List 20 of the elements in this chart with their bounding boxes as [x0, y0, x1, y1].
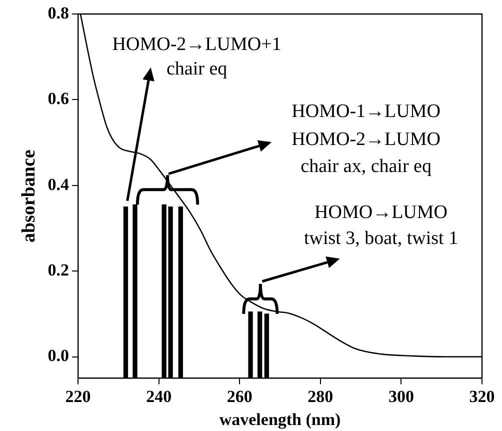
annotation: chair ax, chair eq	[300, 156, 432, 177]
y-tick-label: 0.2	[48, 260, 70, 280]
annotation: HOMO-2→LUMO+1	[112, 34, 282, 55]
annotation: HOMO→LUMO	[314, 202, 448, 224]
annotation: HOMO-2→LUMO	[292, 128, 440, 150]
y-tick-label: 0.6	[48, 89, 70, 108]
y-tick-label: 0.8	[48, 3, 70, 22]
x-tick-label: 260	[226, 386, 252, 406]
x-tick-label: 280	[308, 386, 334, 406]
y-tick-label: 0.4	[48, 174, 70, 194]
y-tick-label: 0.0	[48, 346, 70, 366]
x-tick-label: 220	[65, 386, 91, 406]
x-tick-label: 240	[146, 386, 172, 406]
x-tick-label: 300	[388, 386, 414, 406]
annotation: HOMO-1→LUMO	[292, 101, 440, 122]
x-tick-label: 320	[469, 386, 495, 406]
annotation: chair eq	[166, 58, 228, 80]
x-axis-title: wavelength (nm)	[219, 410, 341, 430]
y-axis-title: absorbance	[18, 150, 40, 243]
annotation: twist 3, boat, twist 1	[304, 228, 458, 249]
